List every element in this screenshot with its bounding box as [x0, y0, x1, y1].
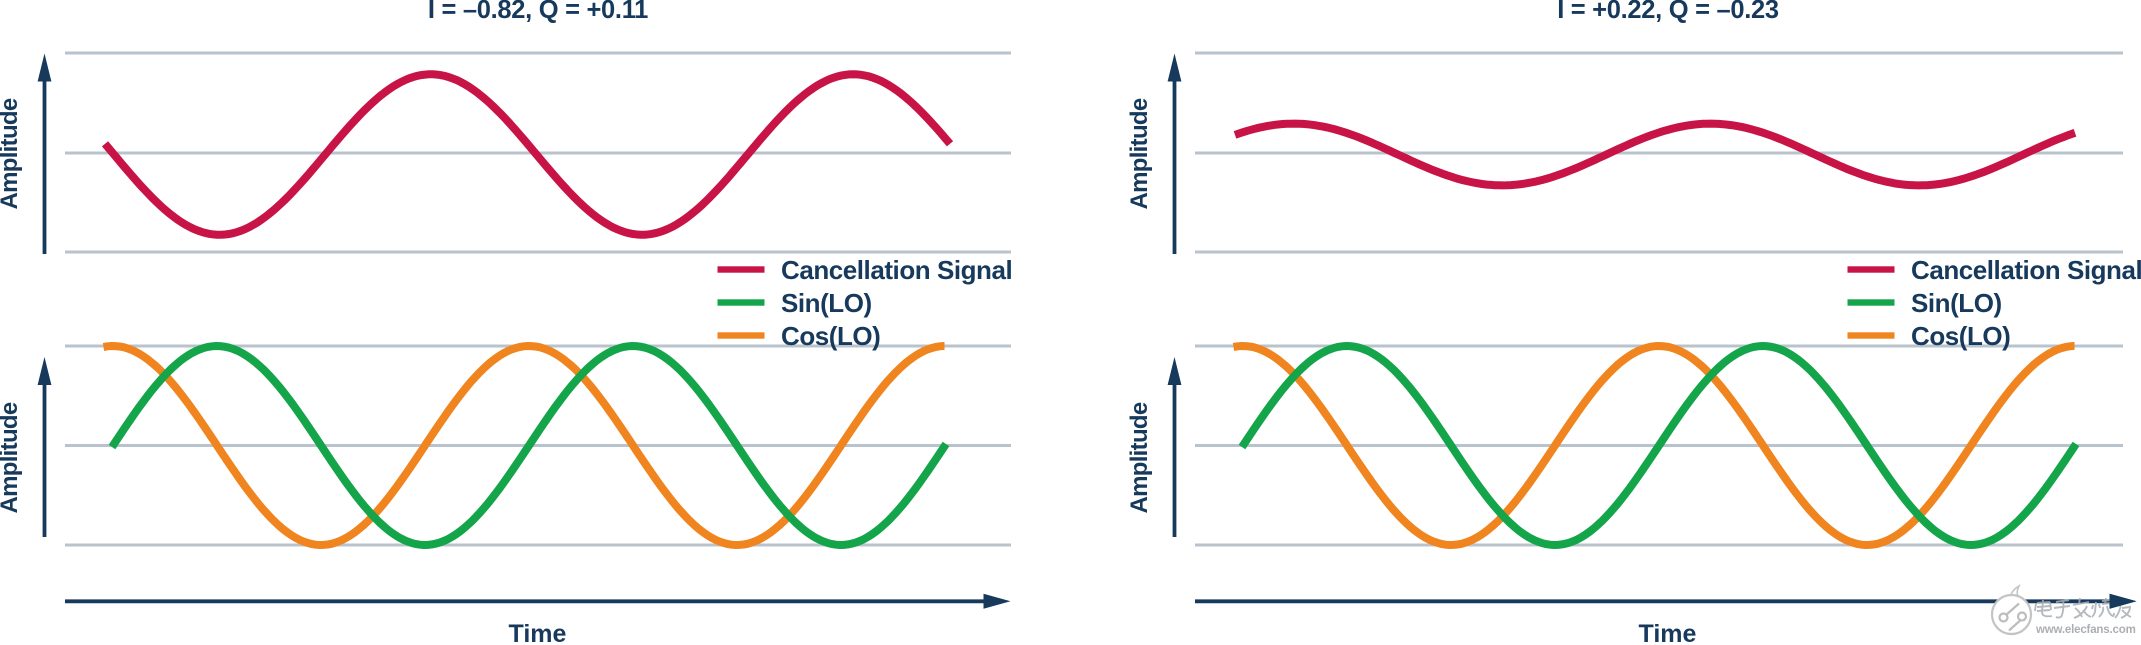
- svg-text:Amplitude: Amplitude: [1126, 402, 1153, 513]
- svg-text:Time: Time: [1639, 620, 1697, 645]
- svg-text:Amplitude: Amplitude: [0, 98, 23, 209]
- svg-text:Cancellation Signal: Cancellation Signal: [1911, 255, 2141, 285]
- svg-text:Sin(LO): Sin(LO): [1911, 288, 2002, 318]
- svg-text:Time: Time: [509, 620, 567, 645]
- svg-text:www.elecfans.com: www.elecfans.com: [2035, 624, 2136, 636]
- svg-text:Cos(LO): Cos(LO): [781, 321, 880, 351]
- svg-text:Amplitude: Amplitude: [0, 402, 23, 513]
- svg-text:I = –0.82, Q = +0.11: I = –0.82, Q = +0.11: [428, 0, 648, 24]
- svg-text:Cancellation Signal: Cancellation Signal: [781, 255, 1012, 285]
- svg-text:Cos(LO): Cos(LO): [1911, 321, 2010, 351]
- svg-text:I = +0.22, Q = –0.23: I = +0.22, Q = –0.23: [1557, 0, 1779, 24]
- svg-text:Sin(LO): Sin(LO): [781, 288, 872, 318]
- svg-text:Amplitude: Amplitude: [1126, 98, 1153, 209]
